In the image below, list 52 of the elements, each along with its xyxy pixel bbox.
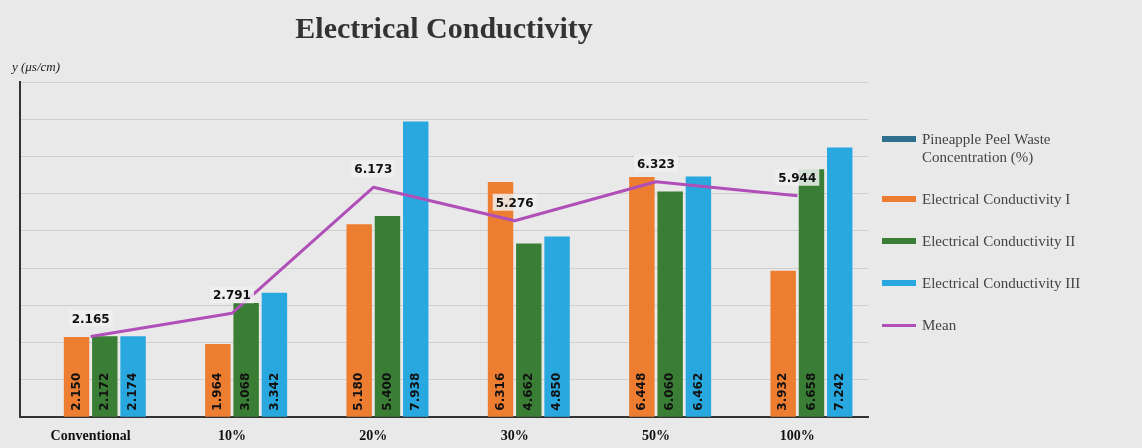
bar [827, 147, 853, 417]
data-label: 4.662 [520, 372, 535, 411]
legend-label: Electrical Conductivity II [922, 232, 1076, 250]
data-label: 2.150 [68, 372, 83, 411]
data-label: 6.658 [803, 372, 818, 411]
bar [120, 336, 146, 417]
bar [403, 121, 429, 417]
data-label: 3.932 [775, 372, 790, 411]
data-label: 2.174 [125, 372, 140, 411]
legend-label: Pineapple Peel Waste Concentration (%) [922, 130, 1052, 166]
data-label: 5.276 [495, 195, 534, 210]
legend-label: Electrical Conductivity III [922, 274, 1081, 292]
data-label: 6.323 [637, 156, 675, 171]
y-axis-title: y (μs/cm) [10, 58, 61, 74]
data-label: 7.938 [407, 372, 422, 411]
bar [233, 302, 259, 417]
bar [92, 336, 118, 417]
data-label: 3.068 [238, 372, 253, 411]
legend-label: Electrical Conductivity I [922, 190, 1071, 208]
x-tick-label: 100% [779, 428, 815, 444]
data-label: 5.400 [379, 372, 394, 411]
x-tick-label: Conventional [50, 428, 131, 444]
x-tick-label: 20% [359, 428, 388, 444]
data-label: 2.172 [96, 372, 111, 411]
data-label: 6.448 [633, 372, 648, 411]
bar [205, 344, 231, 417]
data-label: 2.165 [71, 311, 110, 326]
bar [544, 236, 570, 417]
data-label: 6.316 [492, 372, 507, 411]
data-label: 6.173 [354, 162, 393, 177]
bar [629, 177, 655, 417]
data-label: 2.791 [213, 288, 251, 303]
legend-label: Mean [922, 316, 957, 334]
x-tick-label: 50% [642, 428, 670, 444]
data-label: 6.462 [690, 372, 705, 411]
data-label: 7.242 [831, 372, 846, 411]
bar [516, 243, 542, 417]
data-label: 1.964 [209, 372, 224, 411]
data-label: 4.850 [549, 372, 564, 411]
data-label: 6.060 [662, 372, 677, 411]
bar [657, 191, 683, 417]
bar [261, 292, 288, 417]
x-tick-label: 10% [218, 428, 246, 444]
x-tick-label: 30% [500, 428, 529, 444]
bar [685, 176, 712, 417]
bar [374, 216, 401, 417]
bar [770, 270, 796, 417]
data-label: 3.342 [266, 372, 281, 411]
data-label: 5.944 [778, 170, 817, 185]
chart-title: Electrical Conductivity [295, 10, 593, 44]
data-label: 5.180 [351, 372, 366, 411]
bar [346, 224, 372, 417]
